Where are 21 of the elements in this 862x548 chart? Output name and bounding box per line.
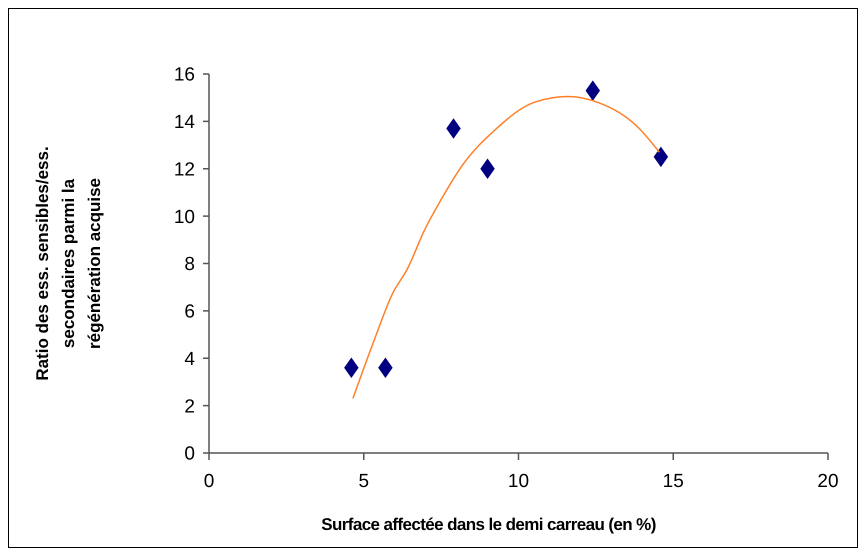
x-tick-label: 15 (662, 471, 684, 492)
point (446, 118, 461, 139)
point (586, 80, 600, 101)
point (344, 357, 359, 378)
y-tick-label: 10 (174, 206, 195, 228)
y-tick-label: 4 (184, 348, 196, 370)
x-tick-label: 10 (508, 471, 530, 492)
x-tick-label: 5 (358, 471, 370, 492)
y-tick-label: 6 (184, 302, 195, 323)
x-axis-title: Surface affectée dans le demi carreau (en %) (321, 515, 656, 534)
y-tick-label: 0 (184, 444, 195, 465)
x-tick-label: 0 (204, 471, 214, 492)
y-axis-title: Ratio des ess. sensibles/ess. secondaires parmi la régénération acquise (33, 146, 104, 381)
y-tick-label: 16 (174, 64, 195, 86)
y-tick-label: 2 (184, 396, 195, 418)
y-tick-label: 14 (174, 112, 196, 134)
x-tick-label: 20 (817, 471, 839, 492)
point (654, 146, 668, 168)
y-tick-label: 12 (174, 159, 195, 180)
y-tick-label: 8 (184, 254, 195, 276)
point (378, 357, 393, 378)
